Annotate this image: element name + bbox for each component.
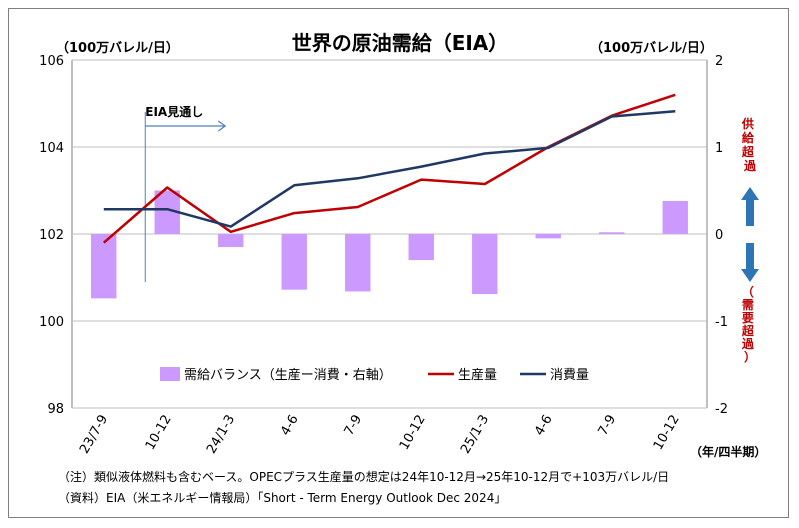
- balance-bar: [91, 234, 117, 299]
- balance-bar: [535, 234, 561, 239]
- balance-bar: [218, 234, 244, 248]
- legend-balance-label: 需給バランス（生産ー消費・右軸）: [184, 367, 392, 383]
- forecast-arrowhead: [217, 120, 227, 132]
- x-tick-label: 10-12: [143, 413, 175, 453]
- x-axis-unit: （年/四半期）: [690, 444, 766, 459]
- balance-bar: [345, 234, 371, 292]
- right-axis-unit: （100万バレル/日）: [590, 40, 713, 56]
- left-tick-label: 98: [47, 402, 64, 417]
- right-tick-label: -1: [715, 315, 728, 330]
- right-tick-label: 2: [715, 54, 723, 69]
- left-tick-label: 104: [39, 141, 64, 156]
- x-tick-label: 24/1-3: [204, 413, 238, 457]
- legend: 需給バランス（生産ー消費・右軸） 生産量 消費量: [160, 367, 589, 383]
- balance-bars: [91, 190, 688, 299]
- chart-frame: [8, 8, 789, 518]
- balance-bar: [662, 200, 688, 234]
- legend-bar-swatch: [160, 367, 180, 381]
- series-line: [103, 110, 676, 228]
- up-arrow-icon: [741, 187, 759, 226]
- balance-bar: [472, 234, 498, 295]
- x-tick-label: 10-12: [651, 413, 683, 453]
- chart-title: 世界の原油需給（EIA）: [292, 31, 509, 55]
- demand-surplus-label: （ 需 要 超 過 ）: [741, 284, 758, 364]
- forecast-label: EIA見通し: [145, 104, 203, 119]
- x-tick-label: 7-9: [596, 413, 620, 439]
- x-tick-label: 10-12: [397, 413, 429, 453]
- right-tick-label: 0: [715, 228, 723, 243]
- right-axis-ticks: -2 -1 0 1 2: [715, 54, 728, 417]
- legend-consumption-label: 消費量: [550, 368, 589, 383]
- source-note: （資料）EIA（米エネルギー情報局）「Short - Term Energy O…: [58, 491, 507, 505]
- right-tick-label: -2: [715, 402, 728, 417]
- x-tick-label: 7-9: [342, 413, 366, 439]
- legend-production-label: 生産量: [458, 367, 497, 383]
- footnote: （注）類似液体燃料も含むベース。OPECプラス生産量の想定は24年10-12月→…: [58, 470, 670, 484]
- balance-bar: [281, 234, 307, 290]
- left-tick-label: 102: [39, 228, 64, 243]
- left-axis-ticks: 98 100 102 104 106: [39, 54, 64, 417]
- left-axis-unit: （100万バレル/日）: [56, 40, 179, 56]
- series-lines: [102, 93, 676, 244]
- forecast-annotation: EIA見通し: [144, 104, 227, 282]
- right-tick-label: 1: [715, 141, 723, 156]
- x-axis-tick-labels: 23/7-9 10-12 24/1-3 4-6 7-9 10-12 25/1-3 4-6 7-9…: [77, 413, 683, 457]
- balance-bar: [599, 232, 625, 234]
- x-tick-label: 4-6: [532, 413, 556, 439]
- left-tick-label: 100: [39, 315, 64, 330]
- down-arrow-icon: [741, 243, 759, 282]
- x-tick-label: 25/1-3: [458, 413, 492, 457]
- x-tick-label: 4-6: [278, 413, 302, 439]
- supply-surplus-indicator: 供 給 超 過 （ 需 要 超 過 ）: [741, 116, 759, 364]
- balance-bar: [408, 234, 434, 261]
- supply-surplus-label: 供 給 超 過: [741, 116, 758, 173]
- x-tick-label: 23/7-9: [77, 413, 111, 457]
- left-tick-label: 106: [39, 54, 64, 69]
